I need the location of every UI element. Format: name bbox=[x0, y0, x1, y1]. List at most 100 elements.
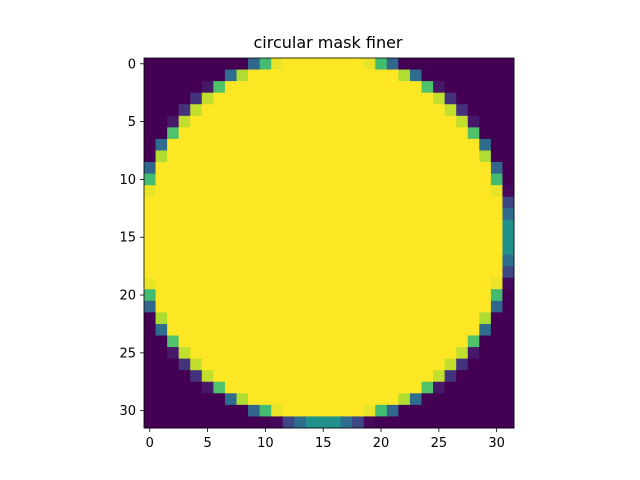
heatmap-cell bbox=[305, 254, 318, 267]
heatmap-cell bbox=[479, 92, 492, 105]
heatmap-cell bbox=[363, 92, 376, 105]
heatmap-cell bbox=[259, 381, 272, 394]
heatmap-cell bbox=[305, 277, 318, 290]
heatmap-cell bbox=[294, 300, 307, 313]
heatmap-cell bbox=[259, 127, 272, 140]
heatmap-cell bbox=[282, 127, 295, 140]
heatmap-cell bbox=[386, 323, 399, 336]
heatmap-cell bbox=[490, 289, 503, 302]
heatmap-cell bbox=[305, 185, 318, 198]
heatmap-cell bbox=[282, 231, 295, 244]
heatmap-cell bbox=[167, 115, 180, 128]
heatmap-cell bbox=[236, 173, 249, 186]
heatmap-cell bbox=[155, 277, 168, 290]
heatmap-cell bbox=[398, 92, 411, 105]
heatmap-cell bbox=[479, 162, 492, 175]
heatmap-cell bbox=[317, 312, 330, 325]
heatmap-cell bbox=[502, 370, 515, 383]
heatmap-cell bbox=[224, 300, 237, 313]
heatmap-cell bbox=[456, 104, 469, 117]
heatmap-cell bbox=[421, 115, 434, 128]
heatmap-cell bbox=[467, 323, 480, 336]
heatmap-cell bbox=[317, 219, 330, 232]
heatmap-cell bbox=[479, 58, 492, 70]
heatmap-cell bbox=[329, 300, 341, 313]
heatmap-cell bbox=[282, 196, 295, 209]
heatmap-cell bbox=[502, 150, 515, 163]
heatmap-cell bbox=[155, 312, 168, 325]
heatmap-cell bbox=[224, 69, 237, 82]
heatmap-cell bbox=[467, 150, 480, 163]
heatmap-cell bbox=[479, 104, 492, 117]
heatmap-cell bbox=[490, 300, 503, 313]
heatmap-cell bbox=[479, 115, 492, 128]
heatmap-cell bbox=[375, 69, 388, 82]
heatmap-cell bbox=[433, 347, 446, 360]
heatmap-cell bbox=[444, 173, 457, 186]
heatmap-cell bbox=[467, 312, 480, 325]
heatmap-cell bbox=[271, 404, 284, 417]
heatmap-cell bbox=[282, 92, 295, 105]
heatmap-cell bbox=[352, 231, 365, 244]
heatmap-cell bbox=[236, 347, 249, 360]
heatmap-cell bbox=[294, 104, 307, 117]
heatmap-cell bbox=[340, 335, 353, 348]
heatmap-cell bbox=[398, 69, 411, 82]
heatmap-cell bbox=[144, 277, 156, 290]
heatmap-cell bbox=[167, 370, 180, 383]
heatmap-cell bbox=[190, 162, 203, 175]
heatmap-cell bbox=[224, 92, 237, 105]
heatmap-cell bbox=[155, 58, 168, 70]
heatmap-cell bbox=[421, 208, 434, 221]
heatmap-cell bbox=[248, 266, 261, 279]
heatmap-cell bbox=[190, 254, 203, 267]
heatmap-cell bbox=[271, 58, 284, 70]
heatmap-cell bbox=[352, 289, 365, 302]
heatmap-cell bbox=[201, 231, 214, 244]
heatmap-cell bbox=[502, 335, 515, 348]
heatmap-cell bbox=[352, 138, 365, 151]
heatmap-cell bbox=[213, 289, 226, 302]
heatmap-cell bbox=[144, 150, 156, 163]
heatmap-cell bbox=[201, 323, 214, 336]
heatmap-cell bbox=[294, 243, 307, 255]
heatmap-cell bbox=[317, 231, 330, 244]
heatmap-cell bbox=[433, 358, 446, 371]
heatmap-cell bbox=[386, 92, 399, 105]
heatmap-cell bbox=[282, 312, 295, 325]
heatmap-cell bbox=[456, 266, 469, 279]
heatmap-cell bbox=[190, 323, 203, 336]
heatmap-cell bbox=[201, 277, 214, 290]
heatmap-cell bbox=[421, 185, 434, 198]
heatmap-cell bbox=[305, 266, 318, 279]
heatmap-cell bbox=[213, 231, 226, 244]
heatmap-cell bbox=[178, 69, 191, 82]
heatmap-cells bbox=[144, 58, 515, 429]
heatmap-cell bbox=[248, 231, 261, 244]
heatmap-cell bbox=[490, 162, 503, 175]
heatmap-cell bbox=[201, 185, 214, 198]
heatmap-cell bbox=[236, 266, 249, 279]
heatmap-cell bbox=[294, 127, 307, 140]
heatmap-cell bbox=[294, 208, 307, 221]
heatmap-cell bbox=[421, 81, 434, 94]
heatmap-cell bbox=[363, 312, 376, 325]
heatmap-cell bbox=[167, 254, 180, 267]
heatmap-cell bbox=[155, 231, 168, 244]
heatmap-cell bbox=[444, 393, 457, 406]
heatmap-cell bbox=[178, 138, 191, 151]
heatmap-cell bbox=[282, 219, 295, 232]
heatmap-cell bbox=[305, 69, 318, 82]
heatmap-cell bbox=[433, 219, 446, 232]
heatmap-cell bbox=[259, 347, 272, 360]
heatmap-cell bbox=[456, 69, 469, 82]
heatmap-cell bbox=[502, 254, 515, 267]
heatmap-cell bbox=[502, 231, 515, 244]
heatmap-cell bbox=[375, 162, 388, 175]
heatmap-cell bbox=[248, 208, 261, 221]
heatmap-cell bbox=[456, 243, 469, 255]
heatmap-cell bbox=[329, 358, 341, 371]
heatmap-cell bbox=[363, 335, 376, 348]
heatmap-cell bbox=[502, 416, 515, 429]
heatmap-cell bbox=[352, 196, 365, 209]
